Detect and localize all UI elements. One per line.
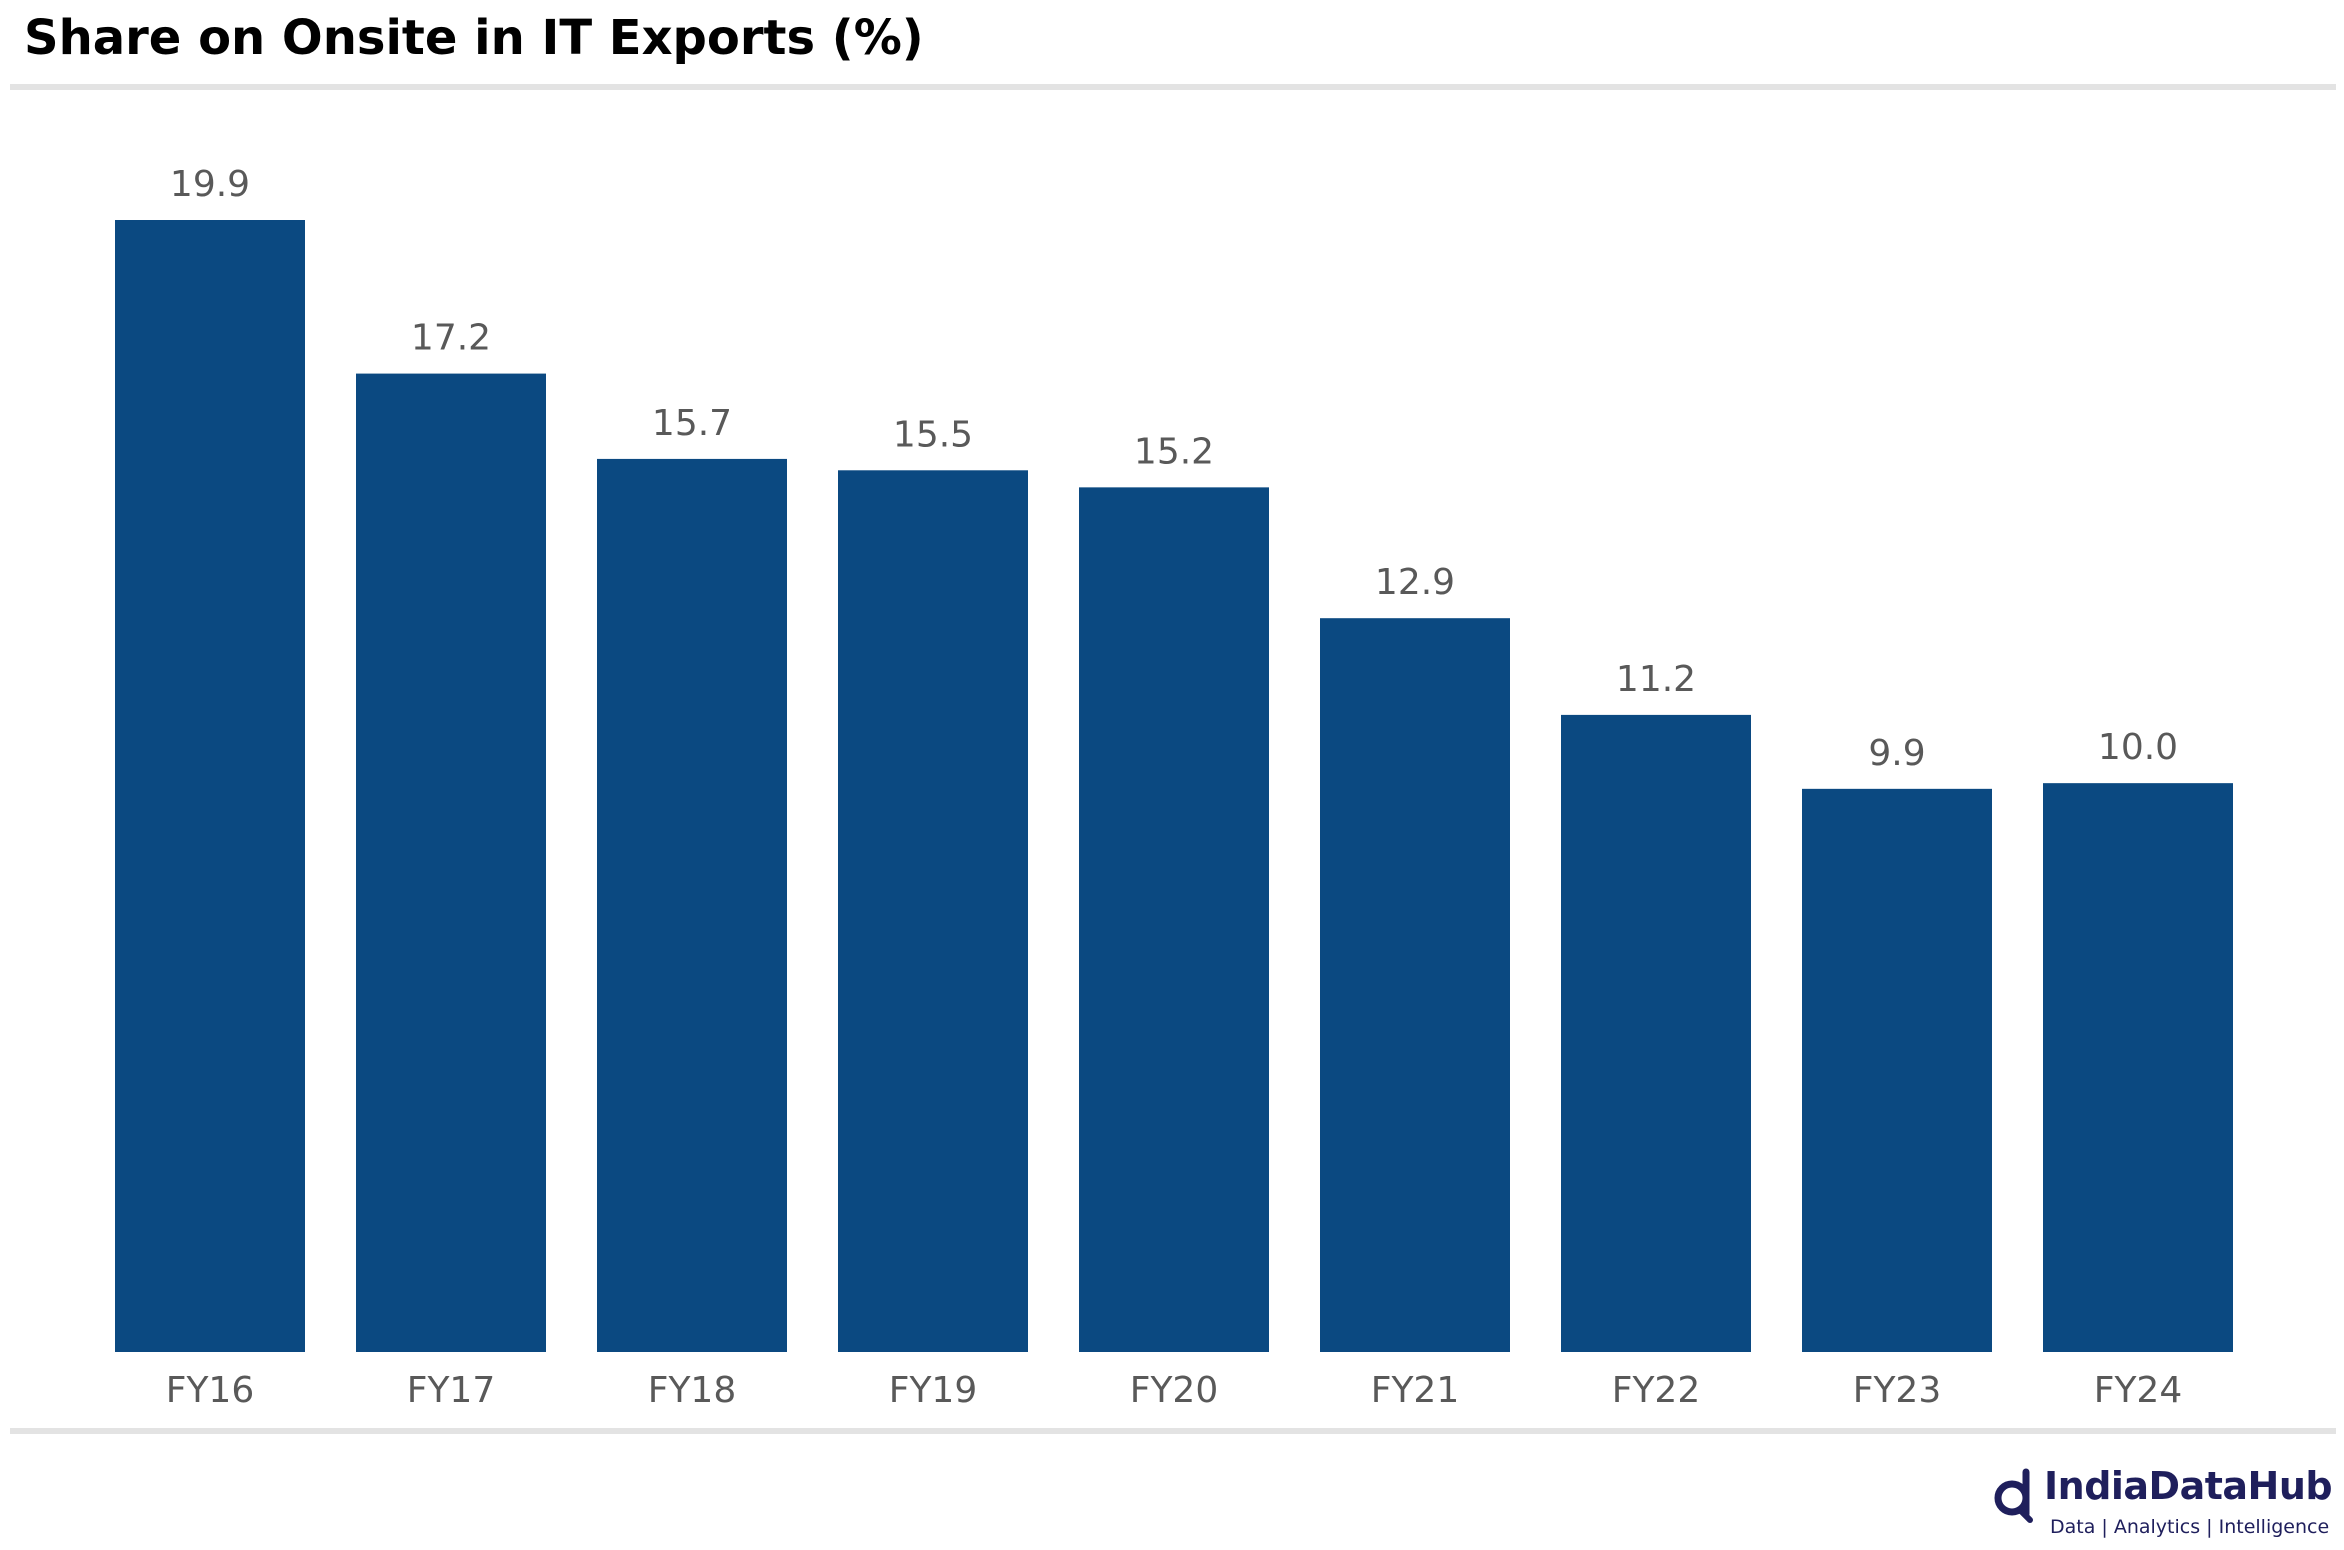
bar-fy23	[1802, 788, 1992, 1352]
bar-fy17	[356, 373, 546, 1352]
magnifier-d-icon	[1994, 1468, 2033, 1523]
bottom-divider	[10, 1428, 2336, 1434]
logo-name: IndiaDataHub	[2044, 1464, 2333, 1508]
x-tick-label-fy24: FY24	[2094, 1370, 2183, 1411]
bar-fy20	[1079, 487, 1269, 1352]
x-tick-label-fy23: FY23	[1853, 1370, 1942, 1411]
bar-fy19	[838, 470, 1028, 1352]
bar-fy22	[1561, 714, 1751, 1352]
bar-fy16	[115, 220, 305, 1352]
x-tick-label-fy20: FY20	[1130, 1370, 1219, 1411]
x-tick-label-fy19: FY19	[889, 1370, 978, 1411]
x-tick-label-fy18: FY18	[648, 1370, 737, 1411]
x-tick-label-fy16: FY16	[166, 1370, 255, 1411]
value-label-fy21: 12.9	[1375, 562, 1455, 603]
x-tick-label-fy21: FY21	[1371, 1370, 1460, 1411]
x-tick-label-fy22: FY22	[1612, 1370, 1701, 1411]
x-tick-label-fy17: FY17	[407, 1370, 496, 1411]
chart-title: Share on Onsite in IT Exports (%)	[24, 10, 924, 66]
value-label-fy22: 11.2	[1616, 659, 1696, 700]
value-label-fy18: 15.7	[652, 403, 732, 444]
value-label-fy23: 9.9	[1868, 733, 1925, 774]
value-label-fy19: 15.5	[893, 414, 973, 455]
value-label-fy16: 19.9	[170, 164, 250, 205]
top-divider	[10, 84, 2336, 90]
brand-logo: IndiaDataHub Data | Analytics | Intellig…	[1992, 1464, 2333, 1546]
bar-fy21	[1320, 618, 1510, 1352]
value-label-fy17: 17.2	[411, 318, 491, 359]
bar-fy24	[2043, 783, 2233, 1352]
value-label-fy24: 10.0	[2098, 727, 2178, 768]
bar-fy18	[597, 458, 787, 1353]
value-label-fy20: 15.2	[1134, 431, 1214, 472]
logo-tagline: Data | Analytics | Intelligence	[2050, 1516, 2330, 1538]
